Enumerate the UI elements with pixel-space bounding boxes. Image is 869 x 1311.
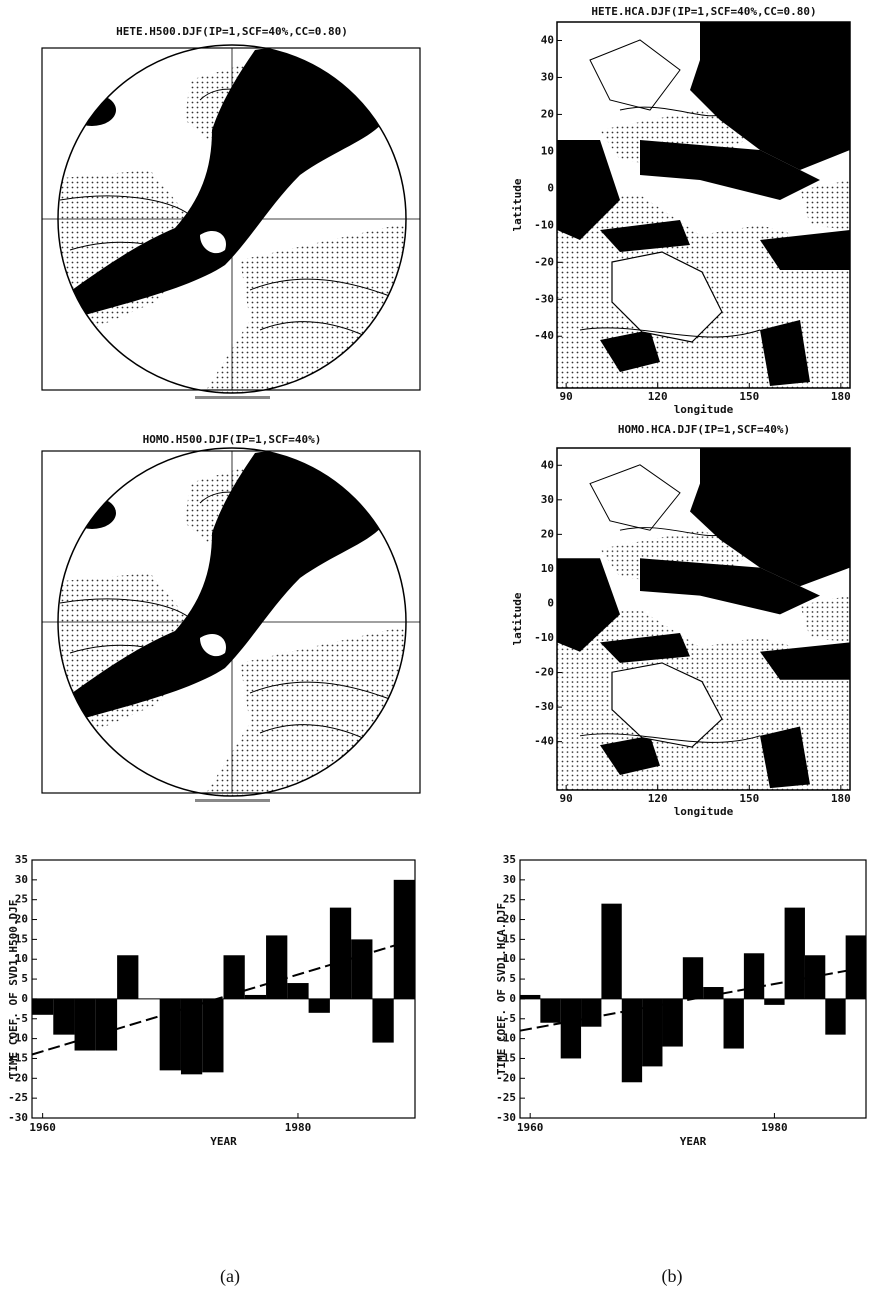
map-title: HOMO.H500.DJF(IP=1,SCF=40%)	[143, 433, 322, 446]
bar	[96, 999, 117, 1051]
map-title: HETE.HCA.DJF(IP=1,SCF=40%,CC=0.80)	[591, 5, 816, 18]
x-axis-label: longitude	[674, 403, 734, 416]
y-tick-label: 35	[503, 853, 516, 866]
bar	[520, 995, 540, 999]
bar	[202, 999, 223, 1072]
y-tick-label: 0	[21, 992, 28, 1005]
y-tick-label: 30	[541, 493, 554, 506]
bar	[32, 999, 53, 1015]
y-axis-label: TIME COEF. OF SVD1.H500.DJF	[7, 900, 20, 1079]
y-tick-label: 35	[15, 853, 28, 866]
y-tick-label: -20	[534, 666, 554, 679]
figure: HETE.H500.DJF(IP=1,SCF=40%,CC=0.80) HOMO.…	[0, 0, 869, 1307]
bar	[245, 995, 266, 999]
y-tick-label: 40	[541, 458, 554, 471]
x-tick-label: 180	[831, 792, 851, 805]
y-tick-label: -10	[534, 631, 554, 644]
y-tick-label: -40	[534, 735, 554, 748]
y-tick-label: 10	[541, 562, 554, 575]
region-map-art	[557, 448, 850, 790]
bar	[75, 999, 96, 1051]
y-tick-label: 0	[547, 596, 554, 609]
y-tick-label: 40	[541, 33, 554, 46]
x-tick-label: 120	[648, 792, 668, 805]
bar	[266, 935, 287, 999]
y-tick-label: -10	[534, 218, 554, 231]
x-tick-label: 1960	[29, 1121, 56, 1134]
x-axis-label: longitude	[674, 805, 734, 818]
x-tick-label: 120	[648, 390, 668, 403]
bar	[351, 939, 372, 999]
x-tick-label: 180	[831, 390, 851, 403]
caption: (a)	[220, 1266, 240, 1287]
x-tick-label: 1980	[285, 1121, 312, 1134]
bar	[53, 999, 74, 1035]
y-tick-label: 10	[541, 144, 554, 157]
x-tick-label: 150	[739, 792, 759, 805]
y-tick-label: 0	[547, 181, 554, 194]
polar-map-art	[40, 448, 420, 803]
x-tick-label: 90	[560, 390, 573, 403]
y-tick-label: 5	[509, 972, 516, 985]
y-tick-label: 30	[503, 873, 516, 886]
bar	[683, 957, 703, 999]
polar-map-art	[40, 45, 420, 400]
caption: (b)	[662, 1266, 683, 1287]
bar	[117, 955, 138, 999]
y-tick-label: -30	[496, 1111, 516, 1124]
region-map-art	[557, 22, 850, 388]
bar	[662, 999, 682, 1047]
y-tick-label: 20	[541, 527, 554, 540]
x-tick-label: 1980	[761, 1121, 788, 1134]
y-axis-label: latitude	[511, 178, 524, 231]
y-tick-label: -25	[496, 1091, 516, 1104]
bar	[160, 999, 181, 1070]
y-axis-label: TIME COEF. OF SVD1.HCA.DJF	[495, 903, 508, 1075]
bar	[581, 999, 601, 1027]
bar	[642, 999, 662, 1066]
bar	[309, 999, 330, 1013]
y-tick-label: -30	[534, 700, 554, 713]
y-axis-label: latitude	[511, 592, 524, 645]
bar	[540, 999, 560, 1023]
bar	[287, 983, 308, 999]
y-tick-label: 0	[509, 992, 516, 1005]
bar	[825, 999, 845, 1035]
bar	[224, 955, 245, 999]
page: { "chart_data": [ {"type": "bar", "y_lab…	[0, 0, 869, 1307]
bar	[744, 953, 764, 999]
x-tick-label: 1960	[517, 1121, 544, 1134]
bar	[181, 999, 202, 1074]
bar	[724, 999, 744, 1049]
x-tick-label: 90	[560, 792, 573, 805]
x-axis-label: YEAR	[210, 1135, 237, 1148]
x-tick-label: 150	[739, 390, 759, 403]
bar	[561, 999, 581, 1059]
x-axis-label: YEAR	[680, 1135, 707, 1148]
y-tick-label: 5	[21, 972, 28, 985]
y-tick-label: -40	[534, 329, 554, 342]
y-tick-label: -25	[8, 1091, 28, 1104]
y-tick-label: 30	[15, 873, 28, 886]
y-tick-label: -20	[534, 255, 554, 268]
y-tick-label: 30	[541, 70, 554, 83]
map-title: HETE.H500.DJF(IP=1,SCF=40%,CC=0.80)	[116, 25, 348, 38]
y-tick-label: -30	[8, 1111, 28, 1124]
y-tick-label: -30	[534, 292, 554, 305]
bar	[785, 908, 805, 999]
map-title: HOMO.HCA.DJF(IP=1,SCF=40%)	[618, 423, 790, 436]
bar	[601, 904, 621, 999]
bar	[372, 999, 393, 1043]
bar	[330, 908, 351, 999]
y-tick-label: 20	[541, 107, 554, 120]
bar	[764, 999, 784, 1005]
